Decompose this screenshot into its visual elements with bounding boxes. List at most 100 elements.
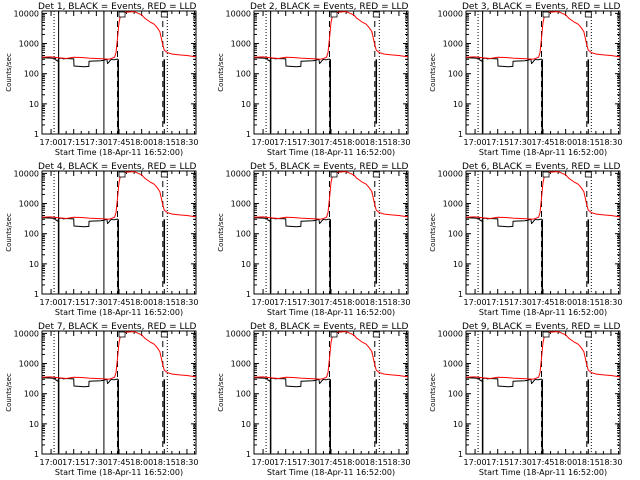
x-tick-label: 17:15 [62, 458, 85, 467]
flag-e [372, 11, 380, 18]
x-tick-label: 18:30 [387, 138, 410, 147]
y-tick-label: 10000 [438, 169, 463, 178]
y-tick-label: 100 [24, 70, 39, 79]
panel-det-3: Det 3, BLACK = Events, RED = LLD 1 10 100 10… [429, 2, 622, 157]
flag-e [372, 171, 380, 178]
plot-area [254, 331, 408, 454]
x-tick-label: 18:15 [153, 458, 176, 467]
x-axis-label: Start Time (18-Apr-11 16:52:00) [479, 468, 607, 477]
plot-area [42, 11, 196, 134]
plot-area [466, 11, 620, 134]
panel-det-9: Det 9, BLACK = Events, RED = LLD 1 10 100 10… [429, 322, 622, 477]
y-tick-label: 10 [241, 260, 251, 269]
y-tick-label: 100 [236, 70, 251, 79]
y-tick-label: 1 [34, 130, 39, 139]
x-tick-label: 17:30 [509, 298, 532, 307]
plot-frame [253, 330, 409, 455]
y-tick-label: 1 [246, 290, 251, 299]
y-tick-label: 10 [29, 100, 39, 109]
plot-area [466, 171, 620, 294]
x-axis-label: Start Time (18-Apr-11 16:52:00) [55, 308, 183, 317]
x-axis-label: Start Time (18-Apr-11 16:52:00) [479, 148, 607, 157]
y-tick-label: 1000 [231, 360, 251, 369]
x-tick-label: 17:45 [107, 138, 130, 147]
panel-title: Det 3, BLACK = Events, RED = LLD [462, 2, 621, 12]
flag-e [160, 11, 168, 18]
y-tick-label: 1000 [231, 200, 251, 209]
plot-frame [465, 330, 621, 455]
x-tick-label: 17:30 [509, 138, 532, 147]
lld-line [466, 11, 620, 60]
x-tick-label: 18:30 [599, 298, 622, 307]
y-tick-label: 1 [34, 450, 39, 459]
y-tick-label: 100 [448, 230, 463, 239]
panel-det-1: Det 1, BLACK = Events, RED = LLD 1 10 100 10… [5, 2, 198, 157]
x-tick-label: 17:45 [531, 298, 554, 307]
y-axis-label: Counts/sec [217, 213, 225, 252]
x-tick-label: 17:00 [464, 138, 487, 147]
x-tick-label: 18:15 [577, 298, 600, 307]
y-tick-label: 10000 [14, 169, 39, 178]
y-tick-label: 10000 [226, 329, 251, 338]
x-tick-label: 18:30 [175, 458, 198, 467]
x-tick-label: 17:45 [319, 458, 342, 467]
panel-title: Det 5, BLACK = Events, RED = LLD [250, 162, 409, 172]
lld-line [42, 171, 196, 220]
x-tick-label: 17:30 [297, 298, 320, 307]
plot-frame [41, 170, 197, 295]
x-tick-label: 18:15 [577, 458, 600, 467]
plot-frame [41, 10, 197, 135]
y-tick-label: 1 [458, 450, 463, 459]
y-axis-label: Counts/sec [5, 373, 13, 412]
y-axis-label: Counts/sec [5, 53, 13, 92]
x-tick-label: 18:00 [342, 298, 365, 307]
y-tick-label: 10000 [438, 329, 463, 338]
y-tick-label: 100 [236, 230, 251, 239]
x-tick-label: 17:00 [464, 298, 487, 307]
lld-line [254, 331, 408, 380]
y-tick-label: 1 [246, 450, 251, 459]
flag-s [118, 171, 126, 178]
y-tick-label: 100 [24, 230, 39, 239]
lld-line [466, 171, 620, 220]
flag-e [584, 171, 592, 178]
plot-area [254, 11, 408, 134]
y-axis-label: Counts/sec [429, 213, 437, 252]
x-tick-label: 17:00 [464, 458, 487, 467]
x-tick-label: 17:30 [85, 298, 108, 307]
plot-frame [253, 170, 409, 295]
x-tick-label: 18:15 [365, 458, 388, 467]
flag-e [584, 331, 592, 338]
x-tick-label: 18:30 [387, 298, 410, 307]
x-tick-label: 17:45 [107, 298, 130, 307]
panel-title: Det 9, BLACK = Events, RED = LLD [462, 322, 621, 332]
x-tick-label: 18:00 [130, 298, 153, 307]
x-tick-label: 17:30 [297, 458, 320, 467]
y-tick-label: 10 [453, 100, 463, 109]
panel-title: Det 8, BLACK = Events, RED = LLD [250, 322, 409, 332]
x-tick-label: 18:30 [599, 138, 622, 147]
x-axis-label: Start Time (18-Apr-11 16:52:00) [479, 308, 607, 317]
flag-e [372, 331, 380, 338]
plot-frame [253, 10, 409, 135]
y-axis-label: Counts/sec [429, 53, 437, 92]
plot-frame [41, 330, 197, 455]
y-tick-label: 10 [241, 100, 251, 109]
y-tick-label: 1 [246, 130, 251, 139]
flag-s [118, 11, 126, 18]
panel-det-7: Det 7, BLACK = Events, RED = LLD 1 10 100 10… [5, 322, 198, 477]
y-tick-label: 10000 [226, 169, 251, 178]
y-tick-label: 100 [24, 390, 39, 399]
x-tick-label: 18:00 [342, 458, 365, 467]
y-axis-label: Counts/sec [217, 53, 225, 92]
x-axis-label: Start Time (18-Apr-11 16:52:00) [267, 148, 395, 157]
y-tick-label: 100 [448, 390, 463, 399]
x-tick-label: 18:15 [577, 138, 600, 147]
plot-area [254, 171, 408, 294]
x-tick-label: 17:15 [486, 298, 509, 307]
x-axis-label: Start Time (18-Apr-11 16:52:00) [55, 468, 183, 477]
panel-title: Det 2, BLACK = Events, RED = LLD [250, 2, 409, 12]
y-tick-label: 1000 [231, 40, 251, 49]
x-tick-label: 17:00 [40, 458, 63, 467]
flag-s [542, 171, 550, 178]
